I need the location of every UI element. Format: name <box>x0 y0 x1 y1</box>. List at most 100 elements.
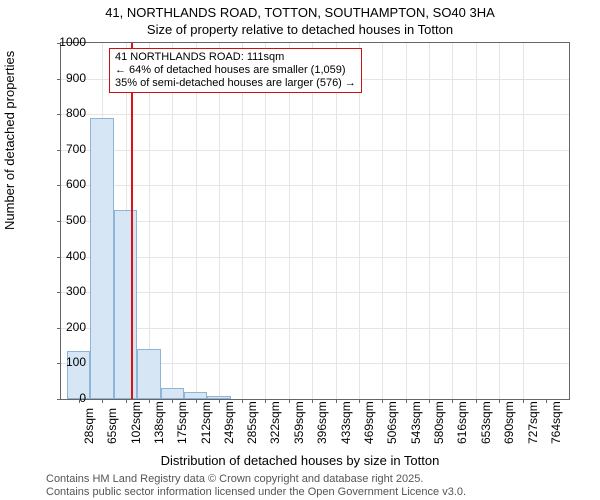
ytick-mark <box>57 114 61 115</box>
xtick-mark <box>149 399 150 403</box>
xtick-mark <box>406 399 407 403</box>
gridline-v <box>359 43 360 399</box>
gridline-v <box>312 43 313 399</box>
chart-title-1: 41, NORTHLANDS ROAD, TOTTON, SOUTHAMPTON… <box>0 5 600 20</box>
xtick-label: 506sqm <box>385 401 399 444</box>
xtick-mark <box>476 399 477 403</box>
ytick-mark <box>57 399 61 400</box>
gridline-h <box>61 114 569 115</box>
gridline-v <box>265 43 266 399</box>
xtick-label: 580sqm <box>432 401 446 444</box>
ytick-label: 100 <box>66 356 86 368</box>
gridline-v <box>499 43 500 399</box>
gridline-h <box>61 292 569 293</box>
gridline-v <box>289 43 290 399</box>
xtick-label: 138sqm <box>152 401 166 444</box>
xtick-label: 175sqm <box>175 401 189 444</box>
plot-area: 41 NORTHLANDS ROAD: 111sqm ← 64% of deta… <box>60 42 570 400</box>
ytick-label: 800 <box>66 107 86 119</box>
annotation-line: ← 64% of detached houses are smaller (1,… <box>115 64 356 77</box>
footer-licence: Contains public sector information licen… <box>46 486 466 498</box>
xtick-mark <box>172 399 173 403</box>
ytick-mark <box>57 150 61 151</box>
ytick-label: 500 <box>66 214 86 226</box>
gridline-h <box>61 185 569 186</box>
xtick-label: 433sqm <box>339 401 353 444</box>
ytick-mark <box>57 221 61 222</box>
xtick-label: 28sqm <box>82 408 96 444</box>
xtick-mark <box>126 399 127 403</box>
ytick-mark <box>57 257 61 258</box>
xtick-mark <box>219 399 220 403</box>
gridline-v <box>149 43 150 399</box>
xtick-mark <box>359 399 360 403</box>
xtick-mark <box>242 399 243 403</box>
xtick-label: 322sqm <box>268 401 282 444</box>
gridline-v <box>336 43 337 399</box>
xtick-mark <box>102 399 103 403</box>
histogram-bar <box>207 396 230 399</box>
ytick-label: 0 <box>79 392 86 404</box>
xtick-mark <box>523 399 524 403</box>
xtick-label: 727sqm <box>526 401 540 444</box>
xtick-label: 102sqm <box>129 401 143 444</box>
ytick-mark <box>57 328 61 329</box>
xtick-mark <box>382 399 383 403</box>
xtick-label: 249sqm <box>222 401 236 444</box>
ytick-label: 600 <box>66 178 86 190</box>
gridline-v <box>429 43 430 399</box>
xtick-mark <box>336 399 337 403</box>
gridline-v <box>523 43 524 399</box>
annotation-line: 35% of semi-detached houses are larger (… <box>115 77 356 90</box>
xtick-label: 65sqm <box>105 408 119 444</box>
xtick-mark <box>452 399 453 403</box>
gridline-v <box>219 43 220 399</box>
xtick-label: 616sqm <box>455 401 469 444</box>
xtick-label: 396sqm <box>315 401 329 444</box>
gridline-v <box>406 43 407 399</box>
reference-line <box>131 43 133 399</box>
gridline-v <box>196 43 197 399</box>
xtick-label: 469sqm <box>362 401 376 444</box>
xtick-label: 285sqm <box>245 401 259 444</box>
ytick-label: 300 <box>66 285 86 297</box>
xtick-mark <box>546 399 547 403</box>
ytick-label: 1000 <box>59 36 86 48</box>
xtick-mark <box>289 399 290 403</box>
gridline-v <box>172 43 173 399</box>
xtick-mark <box>312 399 313 403</box>
xtick-mark <box>196 399 197 403</box>
gridline-h <box>61 257 569 258</box>
xtick-label: 212sqm <box>199 401 213 444</box>
y-axis-label: Number of detached properties <box>2 51 17 230</box>
gridline-v <box>382 43 383 399</box>
ytick-label: 400 <box>66 250 86 262</box>
xtick-label: 764sqm <box>549 401 563 444</box>
ytick-label: 200 <box>66 321 86 333</box>
chart-title-2: Size of property relative to detached ho… <box>0 22 600 37</box>
xtick-label: 653sqm <box>479 401 493 444</box>
annotation-line: 41 NORTHLANDS ROAD: 111sqm <box>115 51 356 64</box>
ytick-mark <box>57 292 61 293</box>
xtick-label: 359sqm <box>292 401 306 444</box>
histogram-bar <box>90 118 113 399</box>
gridline-h <box>61 328 569 329</box>
gridline-h <box>61 221 569 222</box>
histogram-bar <box>114 210 137 399</box>
x-axis-label: Distribution of detached houses by size … <box>0 453 600 468</box>
xtick-mark <box>429 399 430 403</box>
gridline-v <box>242 43 243 399</box>
histogram-bar <box>184 392 207 399</box>
xtick-mark <box>499 399 500 403</box>
ytick-label: 900 <box>66 72 86 84</box>
histogram-bar <box>137 349 160 399</box>
footer-copyright: Contains HM Land Registry data © Crown c… <box>46 473 423 485</box>
ytick-mark <box>57 79 61 80</box>
xtick-mark <box>265 399 266 403</box>
annotation-box: 41 NORTHLANDS ROAD: 111sqm ← 64% of deta… <box>109 48 362 93</box>
ytick-label: 700 <box>66 143 86 155</box>
histogram-bar <box>161 388 184 399</box>
ytick-mark <box>57 185 61 186</box>
xtick-label: 543sqm <box>409 401 423 444</box>
gridline-v <box>452 43 453 399</box>
